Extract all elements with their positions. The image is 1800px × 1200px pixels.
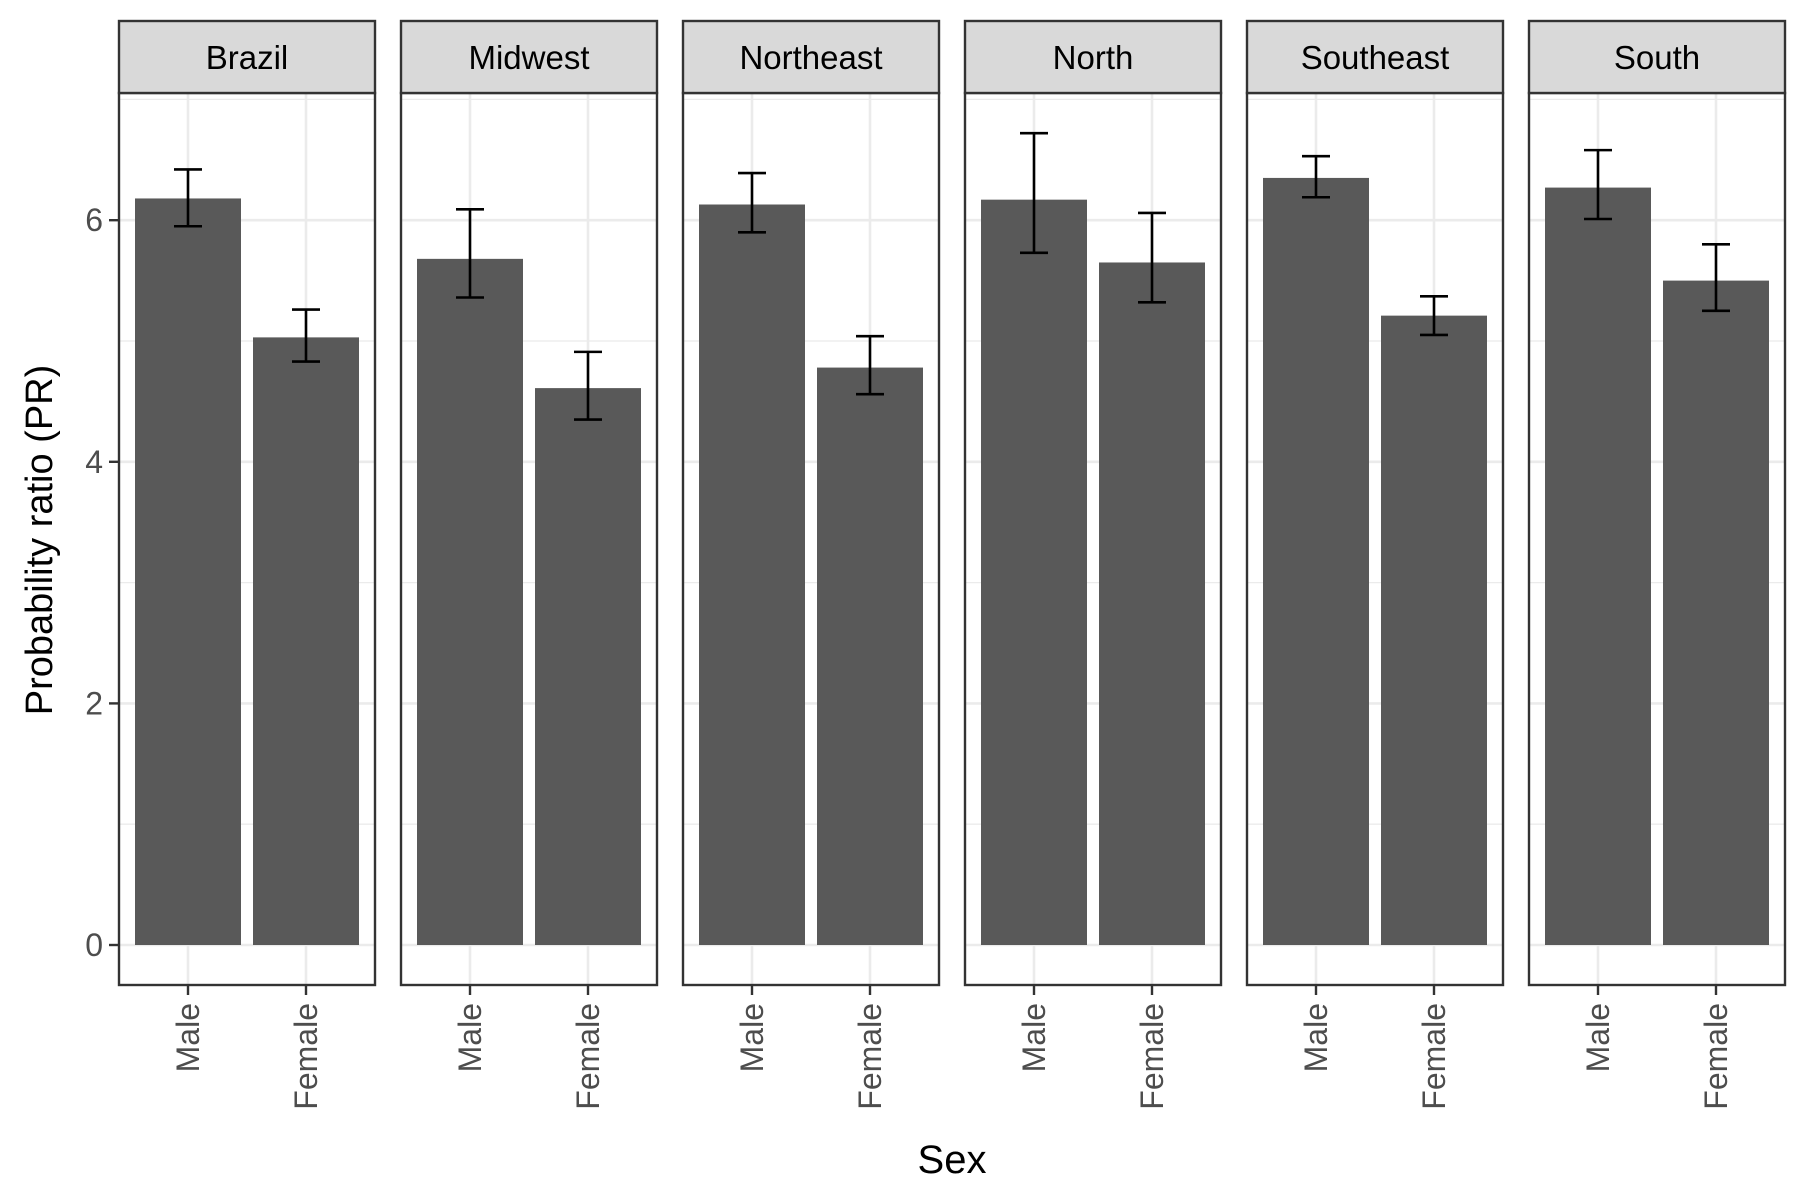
facet-strip — [399, 19, 659, 95]
x-tick-label: Male — [1580, 1003, 1616, 1072]
y-tick-label: 4 — [85, 444, 103, 480]
error-bar-south-male — [1584, 148, 1612, 221]
facet-strip-label: South — [1614, 39, 1700, 76]
y-tick-label: 6 — [85, 202, 103, 238]
x-tick-label: Male — [1298, 1003, 1334, 1072]
facet-strip — [963, 19, 1223, 95]
bar-brazil-female — [253, 337, 359, 946]
bar-southeast-male — [1263, 177, 1369, 946]
y-axis: 0 2 4 6 — [85, 202, 119, 963]
error-bar-southeast-female — [1420, 295, 1448, 337]
error-bar-northeast-male — [738, 171, 766, 234]
error-bar-north-male — [1020, 131, 1048, 255]
bar-southeast-female — [1381, 315, 1487, 946]
facet-strip — [117, 19, 377, 95]
error-bar-brazil-female — [292, 308, 320, 363]
facet-strip-label: Brazil — [206, 39, 289, 76]
facet-panel-south: Male Female South — [1527, 19, 1787, 1110]
facet-strip-label: Midwest — [468, 39, 589, 76]
facet-strip-label: Southeast — [1301, 39, 1450, 76]
x-tick-label: Female — [1134, 1003, 1170, 1110]
bar-north-male — [981, 199, 1087, 945]
bar-midwest-male — [417, 258, 523, 946]
x-tick-label: Female — [288, 1003, 324, 1110]
x-tick-label: Male — [1016, 1003, 1052, 1072]
bar-north-female — [1099, 262, 1205, 946]
y-tick-label: 2 — [85, 685, 103, 721]
x-tick-label: Male — [170, 1003, 206, 1072]
x-tick-label: Male — [734, 1003, 770, 1072]
facet-panel-northeast: Male Female Northeast — [681, 19, 941, 1110]
bar-brazil-male — [135, 198, 241, 945]
error-bar-brazil-male — [174, 168, 202, 228]
facet-strip-label: North — [1053, 39, 1134, 76]
facet-panels: Male Female Brazil Male Female Midwest Male Fem… — [117, 19, 1787, 1110]
facet-strip — [681, 19, 941, 95]
error-bar-southeast-male — [1302, 154, 1330, 199]
x-tick-label: Female — [1698, 1003, 1734, 1110]
y-axis-title: Probability ratio (PR) — [19, 365, 61, 716]
y-tick-label: 0 — [85, 927, 103, 963]
error-bar-south-female — [1702, 243, 1730, 313]
x-tick-label: Female — [1416, 1003, 1452, 1110]
error-bar-midwest-female — [574, 350, 602, 421]
error-bar-north-female — [1138, 211, 1166, 304]
bar-south-female — [1663, 280, 1769, 946]
error-bar-midwest-male — [456, 208, 484, 299]
facet-panel-north: Male Female North — [963, 19, 1223, 1110]
x-tick-label: Female — [570, 1003, 606, 1110]
bar-northeast-female — [817, 367, 923, 945]
facet-strip-label: Northeast — [739, 39, 882, 76]
facet-panel-brazil: Male Female Brazil — [117, 19, 377, 1110]
x-tick-label: Male — [452, 1003, 488, 1072]
facet-strip — [1245, 19, 1505, 95]
bar-south-male — [1545, 187, 1651, 946]
bar-northeast-male — [699, 204, 805, 946]
bar-midwest-female — [535, 388, 641, 945]
facet-panel-midwest: Male Female Midwest — [399, 19, 659, 1110]
x-tick-label: Female — [852, 1003, 888, 1110]
error-bar-northeast-female — [856, 334, 884, 396]
facet-panel-southeast: Male Female Southeast — [1245, 19, 1505, 1110]
x-axis-title: Sex — [918, 1138, 987, 1182]
facet-strip — [1527, 19, 1787, 95]
